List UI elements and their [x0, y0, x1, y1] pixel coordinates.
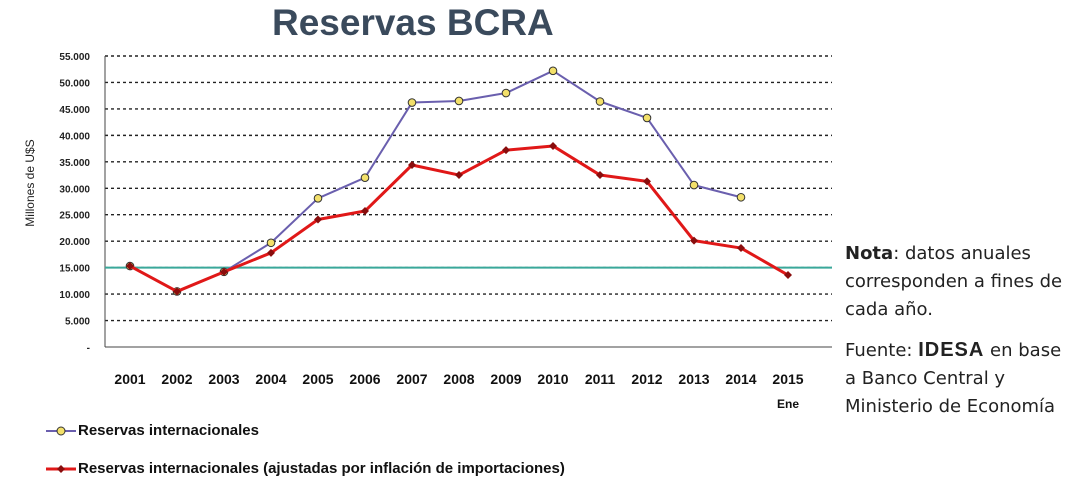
note: Nota: datos anuales corresponden a fines…	[845, 240, 1065, 324]
x-tick-label: 2014	[725, 371, 756, 387]
x-tick-label: 2008	[443, 371, 474, 387]
x-tick-label: 2009	[490, 371, 521, 387]
series-1-point	[266, 238, 276, 248]
series-2-point	[314, 215, 322, 224]
y-tick-label: 10.000	[59, 290, 90, 301]
legend-item-1: Reservas internacionales	[44, 422, 259, 439]
notes-panel: Nota: datos anuales corresponden a fines…	[845, 240, 1065, 421]
x-tick-label: 2015	[772, 371, 803, 387]
source: Fuente: IDESA en base a Banco Central y …	[845, 336, 1065, 421]
note-label: Nota	[845, 243, 894, 264]
y-tick-label: 25.000	[59, 211, 90, 222]
y-tick-label: 40.000	[59, 131, 90, 142]
note-text: : datos anuales corresponden a fines de …	[845, 243, 1063, 320]
series-2-point	[596, 171, 604, 180]
series-2-point	[361, 207, 369, 216]
x-tick-label: 2004	[255, 371, 286, 387]
x-tick-label: 2007	[396, 371, 427, 387]
x-tick-label: 2002	[161, 371, 192, 387]
series-2-point	[126, 262, 134, 271]
legend-label-2: Reservas internacionales (ajustadas por …	[78, 460, 565, 477]
series-1-point	[736, 192, 746, 202]
y-tick-label: 30.000	[59, 184, 90, 195]
x-tick-label: 2013	[678, 371, 709, 387]
source-org: IDESA	[918, 339, 985, 361]
series-1-point	[313, 194, 323, 203]
source-label: Fuente:	[845, 340, 919, 361]
x-tick-label: 2001	[114, 371, 145, 387]
x-tick-label: 2003	[208, 371, 239, 387]
x-tick-label: 2011	[585, 371, 616, 387]
y-tick-label: 45.000	[59, 105, 90, 116]
series-2-point	[267, 248, 275, 257]
y-tick-label: 50.000	[59, 78, 90, 89]
y-tick-label: 15.000	[59, 264, 90, 275]
series-1-point	[689, 180, 699, 190]
legend-swatch-1	[46, 426, 76, 436]
legend-swatch-2	[46, 465, 76, 474]
series-2-point	[549, 141, 557, 150]
chart-title: Reservas BCRA	[272, 2, 554, 43]
series-line-1	[129, 69, 742, 293]
y-tick-label: 35.000	[59, 158, 90, 169]
series-2-point	[784, 271, 792, 280]
series-1-point	[407, 98, 417, 107]
series-2-point	[502, 146, 510, 155]
x-tick-label: 2005	[302, 371, 333, 387]
series-1-point	[595, 97, 605, 106]
series-1-point	[548, 66, 558, 76]
x-tick-label: 2012	[631, 371, 662, 387]
series-2-point	[173, 287, 181, 296]
series-2-point	[737, 244, 745, 253]
series-line-2	[129, 144, 789, 293]
y-tick-label: 5.000	[65, 317, 90, 328]
y-tick-label: 20.000	[59, 237, 90, 248]
x-tick-sublabel: Ene	[777, 397, 799, 411]
y-tick-label: 55.000	[59, 52, 90, 63]
series-1-point	[360, 173, 370, 182]
series-1-point	[454, 96, 464, 106]
y-tick-label: -	[87, 343, 90, 354]
legend-label-1: Reservas internacionales	[78, 422, 259, 439]
x-tick-label: 2010	[537, 371, 568, 387]
series-2-point	[455, 171, 463, 180]
series-2-point	[408, 160, 416, 169]
source-text: en base a Banco Central y Ministerio de …	[845, 340, 1062, 417]
series-2-point	[643, 177, 651, 186]
x-tick-label: 2006	[349, 371, 380, 387]
series-1-point	[501, 88, 511, 98]
series-2-point	[220, 267, 228, 276]
series-1-point	[642, 113, 652, 123]
series-2-point	[690, 236, 698, 245]
legend-item-2: Reservas internacionales (ajustadas por …	[44, 460, 565, 477]
